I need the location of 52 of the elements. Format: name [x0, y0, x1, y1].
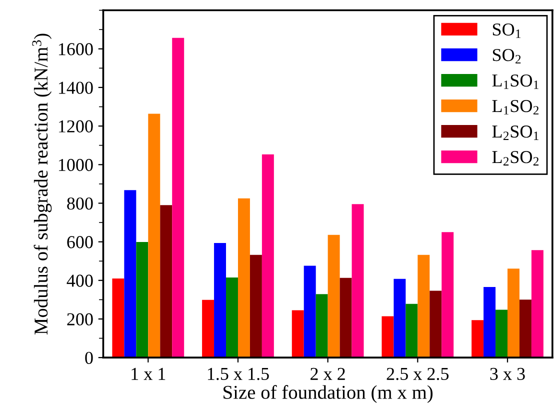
y-axis-title: Modulus of subgrade reaction (kN/m$^{3}$)	[32, 34, 52, 335]
legend-label: L$_{2}$SO$_{1}$	[492, 126, 538, 140]
bar	[406, 304, 418, 358]
x-tick-label: 1 x 1	[132, 368, 166, 380]
legend-label: SO$_{2}$	[492, 48, 521, 64]
y-tick-label: 800	[67, 197, 93, 210]
legend-label: L$_{1}$SO$_{2}$	[492, 100, 539, 114]
bar	[508, 268, 520, 358]
x-tick-label: 2.5 x 2.5	[386, 368, 449, 380]
x-tick-label: 2 x 2	[310, 368, 345, 380]
bar	[202, 300, 214, 358]
bar	[352, 204, 364, 358]
bar	[214, 242, 226, 358]
bar	[442, 232, 454, 358]
y-tick-label: 200	[67, 313, 93, 326]
bar	[262, 154, 274, 358]
y-tick-label: 1200	[58, 120, 93, 132]
bar	[316, 294, 328, 358]
bar	[124, 190, 136, 358]
x-axis-title: Size of foundation (m x m)	[224, 385, 433, 403]
bar	[304, 266, 316, 358]
y-tick-label: 1000	[58, 158, 93, 172]
bar	[382, 316, 394, 358]
bar	[496, 310, 508, 358]
bar	[531, 250, 544, 358]
x-tick-label: 3 x 3	[490, 368, 525, 380]
bar	[519, 300, 532, 358]
bar	[136, 242, 148, 358]
bar	[430, 290, 442, 358]
y-tick-label: 600	[67, 236, 93, 248]
bar	[172, 38, 184, 358]
bar	[484, 286, 496, 358]
bar	[394, 278, 406, 358]
bar	[112, 278, 124, 358]
bar	[226, 278, 238, 358]
legend-label: L$_{1}$SO$_{1}$	[492, 74, 538, 89]
bar	[292, 310, 304, 358]
bar	[148, 114, 160, 358]
y-tick-label: 0	[85, 352, 93, 364]
x-tick-label: 1.5 x 1.5	[208, 368, 269, 380]
legend-label: L$_{2}$SO$_{2}$	[492, 151, 539, 166]
bar	[328, 234, 340, 358]
y-tick-label: 400	[66, 274, 93, 287]
bar	[238, 198, 250, 358]
bar	[160, 205, 172, 358]
y-tick-label: 1600	[58, 43, 93, 56]
y-tick-label: 1400	[58, 82, 93, 94]
bar	[418, 254, 430, 358]
bar	[250, 254, 262, 358]
legend-label: SO$_{1}$	[492, 23, 521, 38]
bar	[472, 320, 484, 358]
bar	[340, 278, 352, 358]
